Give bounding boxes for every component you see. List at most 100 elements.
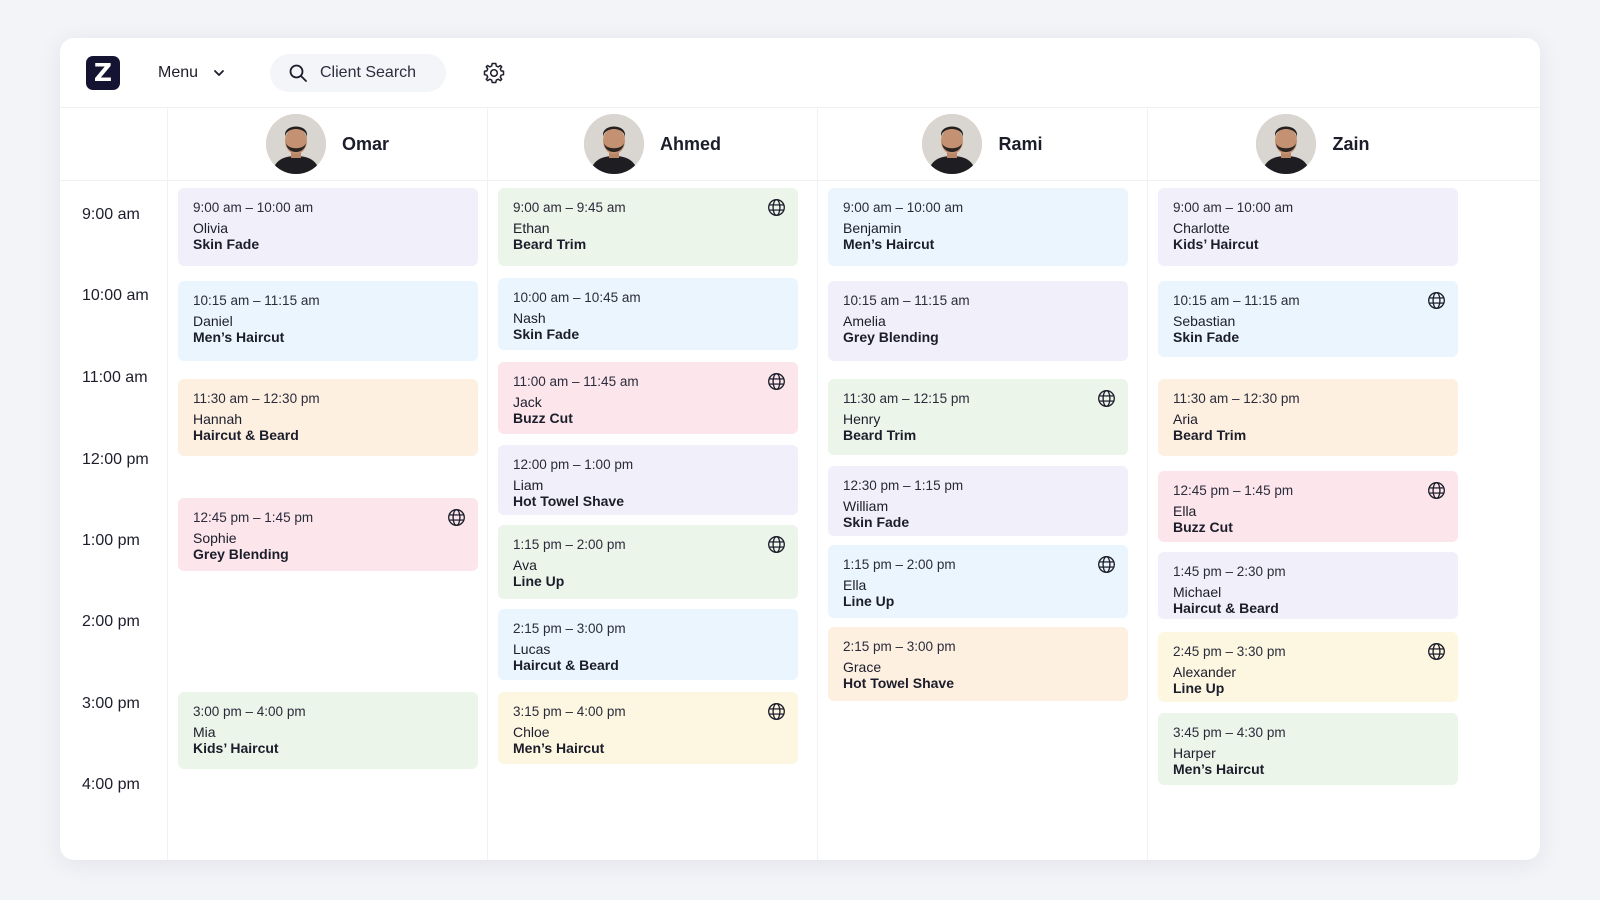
staff-name: Zain — [1332, 133, 1370, 154]
globe-icon — [447, 508, 466, 527]
appointment-client: Mia — [193, 724, 216, 740]
appointment-client: William — [843, 498, 889, 514]
globe-icon — [767, 372, 786, 391]
appointment-time: 3:00 pm – 4:00 pm — [193, 704, 306, 719]
appointment-service: Skin Fade — [513, 326, 580, 342]
appointment-time: 10:00 am – 10:45 am — [513, 290, 641, 305]
appointment-service: Skin Fade — [843, 514, 910, 530]
avatar — [922, 114, 983, 174]
appointment-service: Beard Trim — [513, 236, 587, 252]
staff-header[interactable]: Ahmed — [488, 108, 817, 180]
time-label: 2:00 pm — [82, 613, 140, 630]
appointment-client: Ella — [1173, 503, 1197, 519]
time-label: 12:00 pm — [82, 451, 149, 468]
appointment-card[interactable]: 1:15 pm – 2:00 pm Ella Line Up — [828, 545, 1128, 618]
globe-icon — [1427, 642, 1446, 661]
appointment-card[interactable]: 2:45 pm – 3:30 pm Alexander Line Up — [1158, 632, 1458, 702]
staff-column-omar: Omar — [168, 108, 488, 860]
appointment-time: 9:00 am – 10:00 am — [193, 200, 314, 215]
appointment-card[interactable]: 9:00 am – 10:00 am Benjamin Men’s Haircut — [828, 188, 1128, 266]
appointment-card[interactable]: 9:00 am – 10:00 am Olivia Skin Fade — [178, 188, 478, 266]
appointment-service: Haircut & Beard — [1173, 600, 1279, 616]
appointment-time: 3:15 pm – 4:00 pm — [513, 704, 626, 719]
appointment-service: Men’s Haircut — [193, 329, 285, 345]
appointment-client: Aria — [1173, 411, 1198, 427]
appointment-client: Jack — [513, 394, 542, 410]
app-logo[interactable]: Z — [86, 56, 120, 90]
appointment-card[interactable]: 12:30 pm – 1:15 pm William Skin Fade — [828, 466, 1128, 536]
appointment-service: Haircut & Beard — [193, 427, 299, 443]
appointment-card[interactable]: 11:30 am – 12:30 pm Hannah Haircut & Beard — [178, 379, 478, 456]
search-input[interactable] — [320, 64, 430, 82]
chevron-down-icon — [214, 70, 224, 76]
appointment-time: 10:15 am – 11:15 am — [193, 293, 320, 308]
appointment-card[interactable]: 11:00 am – 11:45 am Jack Buzz Cut — [498, 362, 798, 434]
appointment-client: Amelia — [843, 313, 886, 329]
client-search[interactable] — [270, 54, 446, 92]
appointment-card[interactable]: 1:45 pm – 2:30 pm Michael Haircut & Beard — [1158, 552, 1458, 619]
avatar — [265, 114, 326, 174]
appointment-client: Nash — [513, 310, 546, 326]
appointment-card[interactable]: 3:45 pm – 4:30 pm Harper Men’s Haircut — [1158, 713, 1458, 785]
appointment-time: 10:15 am – 11:15 am — [843, 293, 970, 308]
staff-column-rami: Rami — [818, 108, 1148, 860]
appointment-client: Olivia — [193, 220, 229, 236]
globe-icon — [1097, 389, 1116, 408]
time-label: 3:00 pm — [82, 695, 140, 712]
appointment-client: Sebastian — [1173, 313, 1236, 329]
staff-column-ahmed: Ahmed — [488, 108, 818, 860]
appointment-client: Henry — [843, 411, 881, 427]
appointment-time: 12:45 pm – 1:45 pm — [1173, 483, 1294, 498]
gear-icon[interactable] — [482, 61, 506, 85]
appointment-service: Buzz Cut — [513, 410, 573, 426]
appointment-card[interactable]: 1:15 pm – 2:00 pm Ava Line Up — [498, 525, 798, 599]
appointment-client: Daniel — [193, 313, 233, 329]
calendar-app: Z Menu 9:00 am 10:00 am 11:00 am 12:00 pm 1:… — [60, 38, 1540, 860]
appointment-card[interactable]: 9:00 am – 10:00 am Charlotte Kids’ Haircut — [1158, 188, 1458, 266]
appointment-service: Beard Trim — [843, 427, 917, 443]
appointment-client: Harper — [1173, 745, 1216, 761]
appointment-client: Charlotte — [1173, 220, 1230, 236]
appointment-time: 11:30 am – 12:30 pm — [193, 391, 320, 406]
appointment-time: 9:00 am – 10:00 am — [843, 200, 964, 215]
time-label: 4:00 pm — [82, 776, 140, 793]
appointment-service: Skin Fade — [193, 236, 260, 252]
staff-name: Rami — [998, 133, 1043, 154]
appointment-service: Beard Trim — [1173, 427, 1247, 443]
globe-icon — [1427, 481, 1446, 500]
appointment-time: 1:45 pm – 2:30 pm — [1173, 564, 1286, 579]
staff-header[interactable]: Omar — [168, 108, 487, 180]
appointment-client: Michael — [1173, 584, 1222, 600]
appointment-client: Ella — [843, 577, 867, 593]
appointment-service: Line Up — [1173, 680, 1225, 696]
appointment-card[interactable]: 12:45 pm – 1:45 pm Ella Buzz Cut — [1158, 471, 1458, 542]
appointment-card[interactable]: 10:00 am – 10:45 am Nash Skin Fade — [498, 278, 798, 350]
staff-header[interactable]: Zain — [1148, 108, 1478, 180]
globe-icon — [1097, 555, 1116, 574]
appointment-time: 1:15 pm – 2:00 pm — [843, 557, 956, 572]
appointment-time: 11:30 am – 12:30 pm — [1173, 391, 1300, 406]
appointment-client: Ethan — [513, 220, 550, 236]
appointment-service: Line Up — [513, 573, 565, 589]
menu-button[interactable]: Menu — [158, 60, 226, 86]
appointment-card[interactable]: 2:15 pm – 3:00 pm Grace Hot Towel Shave — [828, 627, 1128, 701]
appointment-card[interactable]: 11:30 am – 12:30 pm Aria Beard Trim — [1158, 379, 1458, 456]
header-divider — [60, 180, 1540, 181]
appointment-time: 1:15 pm – 2:00 pm — [513, 537, 626, 552]
staff-header[interactable]: Rami — [818, 108, 1147, 180]
appointment-card[interactable]: 12:45 pm – 1:45 pm Sophie Grey Blending — [178, 498, 478, 571]
appointment-card[interactable]: 11:30 am – 12:15 pm Henry Beard Trim — [828, 379, 1128, 455]
appointment-card[interactable]: 10:15 am – 11:15 am Sebastian Skin Fade — [1158, 281, 1458, 357]
appointment-card[interactable]: 2:15 pm – 3:00 pm Lucas Haircut & Beard — [498, 609, 798, 680]
appointment-card[interactable]: 3:00 pm – 4:00 pm Mia Kids’ Haircut — [178, 692, 478, 769]
appointment-client: Sophie — [193, 530, 237, 546]
appointment-card[interactable]: 10:15 am – 11:15 am Daniel Men’s Haircut — [178, 281, 478, 361]
appointment-service: Line Up — [843, 593, 895, 609]
appointment-card[interactable]: 3:15 pm – 4:00 pm Chloe Men’s Haircut — [498, 692, 798, 764]
appointment-card[interactable]: 10:15 am – 11:15 am Amelia Grey Blending — [828, 281, 1128, 361]
appointment-card[interactable]: 12:00 pm – 1:00 pm Liam Hot Towel Shave — [498, 445, 798, 515]
appointment-service: Skin Fade — [1173, 329, 1240, 345]
appointment-service: Men’s Haircut — [513, 740, 605, 756]
appointment-time: 12:45 pm – 1:45 pm — [193, 510, 314, 525]
appointment-card[interactable]: 9:00 am – 9:45 am Ethan Beard Trim — [498, 188, 798, 266]
